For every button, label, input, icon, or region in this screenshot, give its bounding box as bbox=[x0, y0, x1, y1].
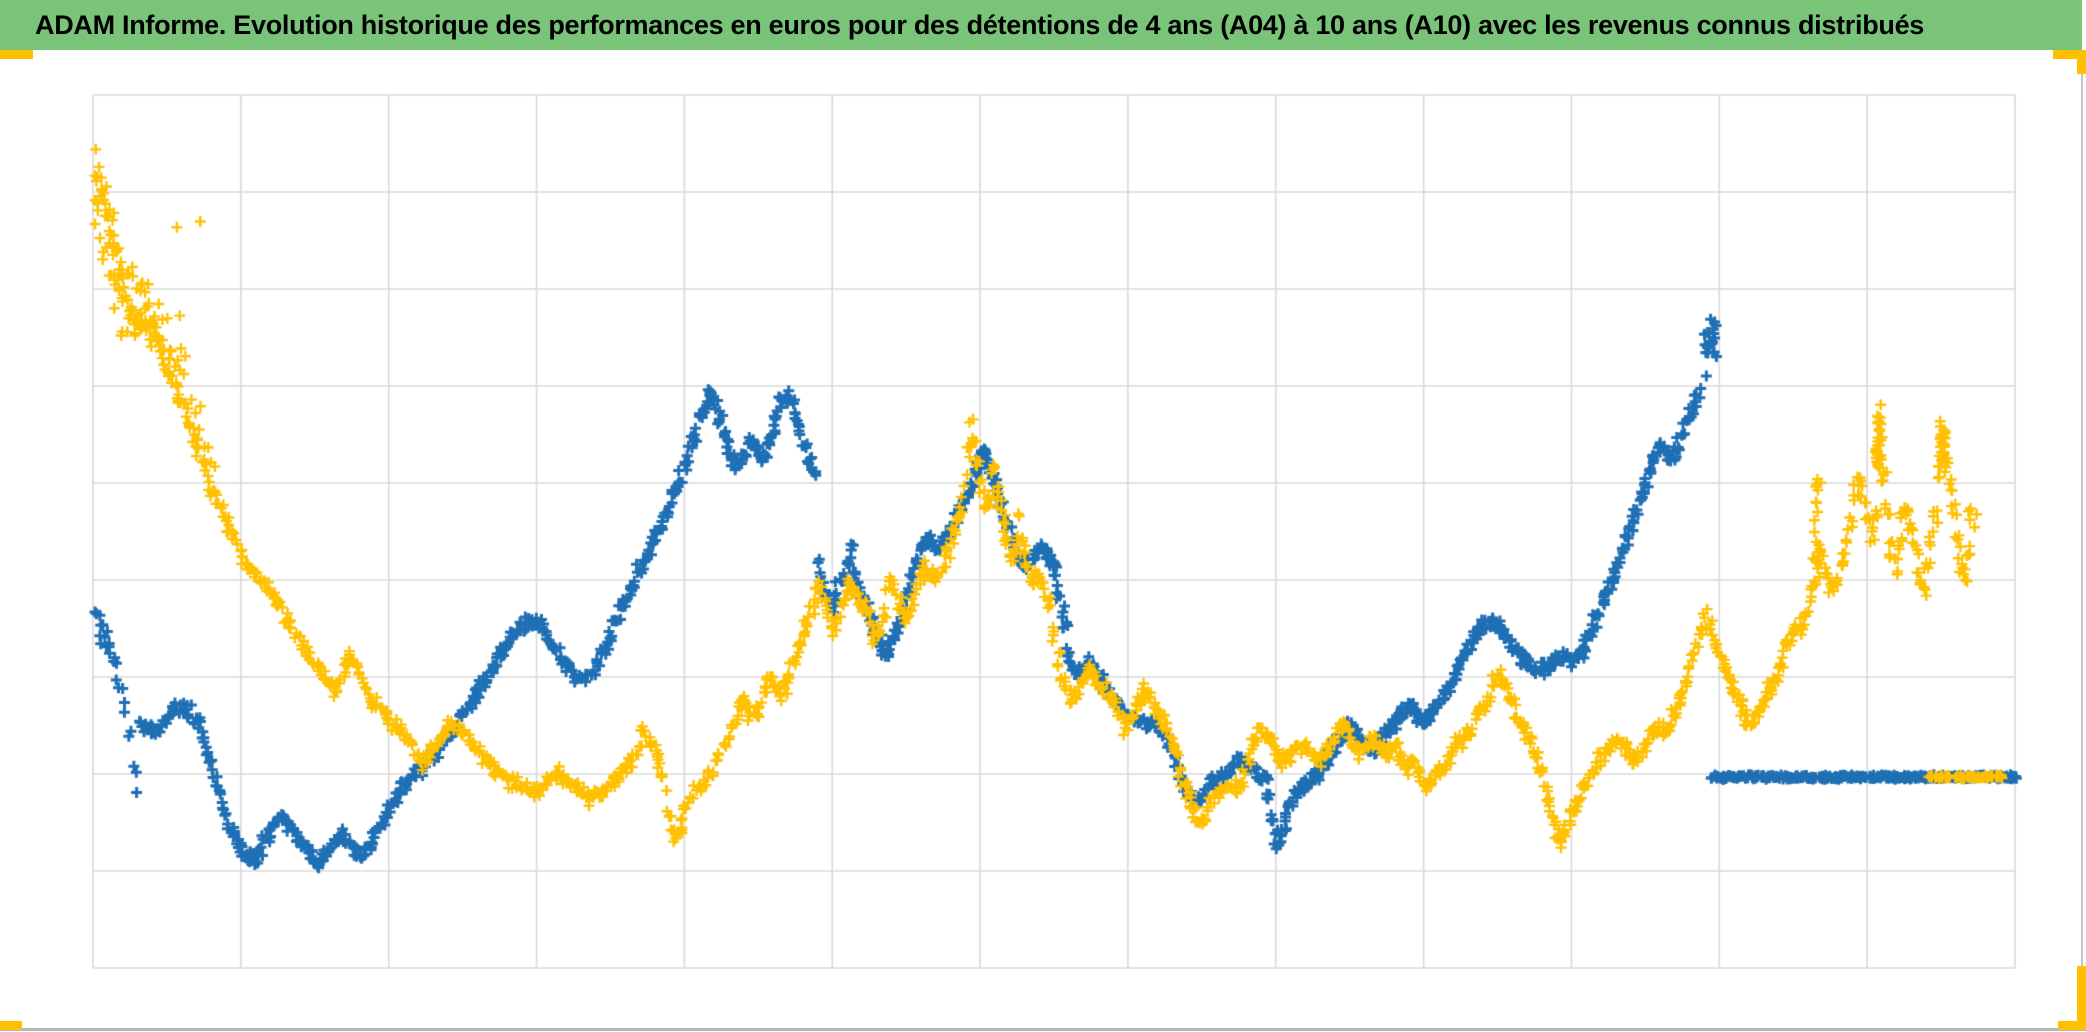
accent-top-right-vertical bbox=[2077, 50, 2086, 74]
chart-plot-area[interactable] bbox=[93, 95, 2015, 968]
chart-title: ADAM Informe. Evolution historique des p… bbox=[35, 9, 1925, 40]
accent-bottom-right-vertical bbox=[2077, 966, 2086, 1030]
accent-top-left bbox=[0, 50, 33, 59]
chart-title-bar: ADAM Informe. Evolution historique des p… bbox=[0, 0, 2082, 50]
slide-right-edge bbox=[2081, 50, 2083, 1030]
accent-bottom-left bbox=[0, 1021, 22, 1030]
accent-top-right-horizontal bbox=[2053, 50, 2086, 59]
accent-bottom-right-horizontal bbox=[2058, 1021, 2086, 1030]
slide-bottom-edge bbox=[0, 1028, 2086, 1031]
